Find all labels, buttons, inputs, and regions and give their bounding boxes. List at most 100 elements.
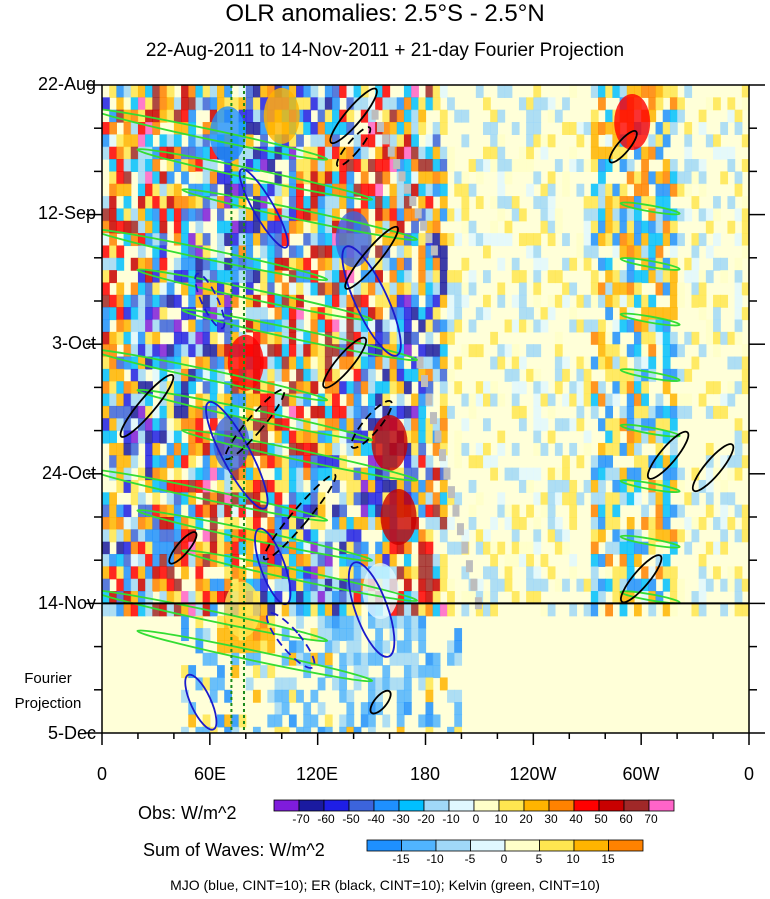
heat-cell xyxy=(612,368,621,382)
heat-cell xyxy=(677,405,685,419)
heat-cell xyxy=(389,97,398,111)
heat-cell xyxy=(173,368,182,382)
heat-cell xyxy=(209,455,218,469)
heat-cell xyxy=(396,270,405,284)
heat-cell xyxy=(425,702,434,716)
heat-cell xyxy=(396,615,405,629)
heat-cell xyxy=(123,393,132,407)
heat-cell xyxy=(583,393,592,407)
heat-cell xyxy=(102,554,110,567)
heat-cell xyxy=(533,233,542,247)
er-contour xyxy=(691,443,735,493)
heat-cell xyxy=(447,726,455,733)
heat-cell xyxy=(425,677,434,691)
heat-cell xyxy=(123,233,132,247)
heat-cell xyxy=(375,702,383,716)
heat-cell xyxy=(547,270,556,284)
heat-cell xyxy=(238,245,247,259)
heat-cell xyxy=(181,418,189,432)
heat-cell xyxy=(720,504,729,518)
heat-cell xyxy=(662,122,671,135)
heat-cell xyxy=(598,529,606,543)
heat-cell xyxy=(353,418,362,432)
heat-cell xyxy=(109,171,117,185)
heat-cell xyxy=(598,85,606,98)
heat-cell xyxy=(540,134,549,148)
heat-cell xyxy=(181,122,189,135)
heat-cell xyxy=(504,171,513,185)
obs-colorbar-swatch xyxy=(473,799,500,812)
heat-cell xyxy=(540,196,549,210)
heat-cell xyxy=(454,430,463,444)
heat-cell xyxy=(346,331,355,345)
heat-cell xyxy=(590,455,599,469)
heat-cell xyxy=(720,405,729,419)
heat-cell xyxy=(137,97,146,111)
heat-cell xyxy=(411,97,419,111)
er-contour xyxy=(262,473,337,561)
heat-cell xyxy=(296,492,304,506)
heat-cell xyxy=(238,714,247,728)
heat-cell xyxy=(209,467,218,481)
heat-cell xyxy=(217,578,225,592)
heat-cell xyxy=(598,146,606,160)
heat-cell xyxy=(367,504,376,518)
kelvin-contour xyxy=(102,108,329,161)
heat-cell xyxy=(217,171,225,185)
heat-cell xyxy=(425,183,434,197)
heat-cell xyxy=(691,356,700,370)
heat-cell xyxy=(288,517,297,530)
colorbars xyxy=(273,799,675,852)
heat-cell xyxy=(166,554,175,567)
heat-cell xyxy=(303,196,312,210)
heat-cell xyxy=(231,554,240,567)
heat-cell xyxy=(245,405,254,419)
missing-data-cell xyxy=(414,208,422,219)
heat-cell xyxy=(526,233,534,247)
heat-cell xyxy=(166,85,175,98)
heat-cell xyxy=(296,85,304,98)
heat-cell xyxy=(396,122,405,135)
heat-cell xyxy=(633,356,642,370)
heat-cell xyxy=(626,245,635,259)
heat-cell xyxy=(713,97,721,111)
heat-cell xyxy=(353,467,362,481)
heat-cell xyxy=(403,405,412,419)
heat-cell xyxy=(547,479,556,493)
heat-cell xyxy=(741,603,749,617)
heat-cell xyxy=(116,196,125,210)
heat-cell xyxy=(267,405,276,419)
heat-cell xyxy=(626,270,635,284)
heat-cell xyxy=(360,665,369,679)
heat-cell xyxy=(662,381,671,395)
heat-cell xyxy=(332,183,340,197)
heat-cell xyxy=(317,430,326,444)
heat-cell xyxy=(274,270,283,284)
heat-cell xyxy=(238,393,247,407)
heat-cell xyxy=(288,393,297,407)
heat-cell xyxy=(102,430,110,444)
heat-cell xyxy=(252,418,261,432)
heat-cell xyxy=(576,381,585,395)
heat-cell xyxy=(166,578,175,592)
heat-cell xyxy=(137,368,146,382)
heat-cell xyxy=(713,319,721,333)
heat-cell xyxy=(217,344,225,358)
missing-data-cell xyxy=(421,375,429,388)
heat-cell xyxy=(252,442,261,456)
heat-cell xyxy=(339,467,348,481)
heat-cell xyxy=(123,442,132,456)
heat-cell xyxy=(173,479,182,493)
heat-cell xyxy=(375,381,383,395)
heat-cell xyxy=(238,220,247,234)
heat-cell xyxy=(497,541,506,555)
heat-cell xyxy=(224,85,232,98)
heat-cell xyxy=(245,85,254,98)
heat-cell xyxy=(677,97,685,111)
heat-cell xyxy=(116,393,125,407)
heat-cell xyxy=(181,208,189,222)
heat-cell xyxy=(145,294,153,308)
heat-cell xyxy=(274,356,283,370)
heat-cell xyxy=(288,492,297,506)
heat-cell xyxy=(677,282,685,296)
